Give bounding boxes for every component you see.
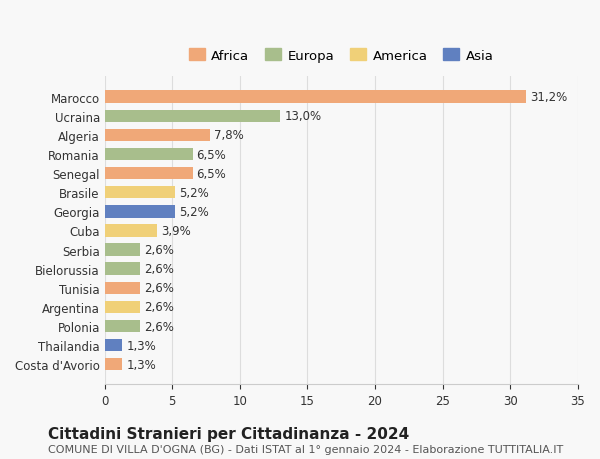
Legend: Africa, Europa, America, Asia: Africa, Europa, America, Asia [184,44,499,68]
Bar [105,339,122,352]
Text: 5,2%: 5,2% [179,186,209,199]
Text: 1,3%: 1,3% [127,339,156,352]
Bar [105,301,140,313]
Text: 6,5%: 6,5% [197,167,226,180]
Bar [105,282,140,294]
Text: 13,0%: 13,0% [284,110,322,123]
Text: 1,3%: 1,3% [127,358,156,371]
Bar [105,129,210,142]
Bar [105,320,140,332]
Text: 2,6%: 2,6% [144,301,174,314]
Bar [105,168,193,180]
Text: 3,9%: 3,9% [161,224,191,237]
Text: 2,6%: 2,6% [144,320,174,333]
Bar [105,244,140,256]
Text: Cittadini Stranieri per Cittadinanza - 2024: Cittadini Stranieri per Cittadinanza - 2… [48,425,409,441]
Bar [105,110,280,123]
Bar [105,206,175,218]
Bar [105,358,122,371]
Text: 5,2%: 5,2% [179,205,209,218]
Text: COMUNE DI VILLA D'OGNA (BG) - Dati ISTAT al 1° gennaio 2024 - Elaborazione TUTTI: COMUNE DI VILLA D'OGNA (BG) - Dati ISTAT… [48,444,563,454]
Bar [105,263,140,275]
Bar [105,187,175,199]
Text: 2,6%: 2,6% [144,263,174,275]
Text: 7,8%: 7,8% [214,129,244,142]
Text: 2,6%: 2,6% [144,282,174,295]
Bar [105,148,193,161]
Text: 2,6%: 2,6% [144,244,174,257]
Bar [105,225,157,237]
Bar [105,91,526,104]
Text: 31,2%: 31,2% [530,91,568,104]
Text: 6,5%: 6,5% [197,148,226,161]
